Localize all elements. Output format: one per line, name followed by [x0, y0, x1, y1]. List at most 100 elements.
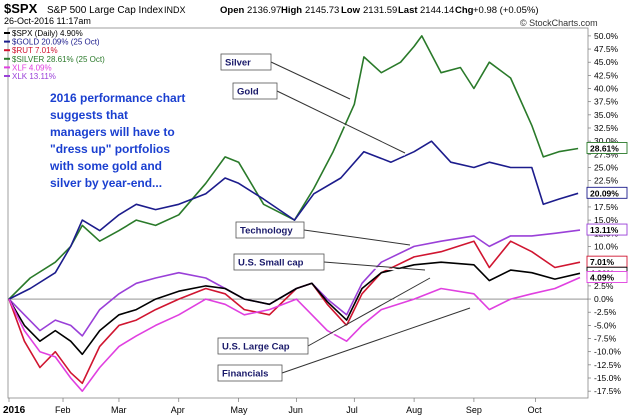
x-tick-label: Feb [55, 405, 71, 415]
y-tick-label: 30.0% [594, 136, 619, 146]
high-label: High [281, 5, 302, 16]
end-label: 28.61% [590, 143, 619, 153]
callout-label: U.S. Large Cap [222, 342, 290, 353]
end-label: 13.11% [590, 225, 619, 235]
y-tick-label: 25.0% [594, 162, 619, 172]
annotation-line: suggests that [50, 108, 128, 122]
x-tick-label: Oct [528, 405, 543, 415]
callout-box [220, 53, 272, 71]
x-tick-label: Jul [346, 405, 358, 415]
y-axis: -17.5% -15.0% -12.5% -10.0% -7.5% -5.0% -2.5% 0… [588, 31, 621, 396]
y-tick-label: 32.5% [594, 123, 619, 133]
callout-pointer [270, 61, 351, 100]
high-value: 2145.73 [305, 5, 339, 16]
callout-box [217, 364, 283, 382]
y-tick-label: 17.5% [594, 202, 619, 212]
legend: $SPX (Daily) 4.90%$GOLD 20.09% (25 Oct) $… [4, 29, 105, 81]
series-line-spx [8, 261, 581, 356]
last-value: 2144.14 [420, 5, 454, 16]
x-tick-label: 2016 [3, 405, 26, 416]
y-tick-label: 37.5% [594, 97, 619, 107]
y-tick-label: -10.0% [594, 347, 621, 357]
y-tick-label: 27.5% [594, 149, 619, 159]
open-value: 2136.97 [247, 5, 281, 16]
callout-label: Technology [240, 226, 293, 237]
series-line-rut [8, 240, 581, 385]
x-tick-label: Sep [466, 405, 482, 415]
legend-entry: $GOLD 20.09% (25 Oct) [12, 38, 100, 47]
end-label: 7.01% [590, 257, 615, 267]
y-tick-label: 0.0% [594, 294, 614, 304]
open-label: Open [220, 5, 244, 16]
legend-entry: XLK 13.11% [12, 72, 56, 81]
series-line-xlf [8, 276, 581, 393]
chart-exchange: INDX [164, 5, 186, 15]
series-layer [8, 35, 581, 393]
series-line-xlk [8, 229, 581, 337]
end-label-box [586, 223, 628, 236]
callout-pointer-shadow [323, 263, 426, 273]
legend-entry: XLF 4.09% [12, 63, 52, 72]
y-tick-label: 15.0% [594, 215, 619, 225]
end-labels: 28.61%20.09%13.11%7.01%4.90%4.09% [586, 142, 628, 283]
y-tick-label: 47.5% [594, 44, 619, 54]
plot-frame [7, 27, 589, 399]
low-label: Low [341, 5, 361, 16]
annotation-line: "dress up" portfolios [50, 142, 170, 156]
legend-entry: $SPX (Daily) 4.90% [12, 29, 83, 38]
x-tick-label: Jun [288, 405, 303, 415]
end-label-box [586, 186, 628, 199]
change-label: Chg [455, 5, 474, 16]
end-label-box [586, 142, 628, 154]
callout-label: Financials [222, 369, 268, 380]
y-tick-label: 10.0% [594, 241, 619, 251]
callout-pointer [323, 261, 426, 271]
callout-label: Silver [225, 58, 251, 69]
x-tick-label: Mar [111, 405, 127, 415]
x-tick-label: May [231, 405, 249, 415]
x-tick-label: Aug [406, 405, 422, 415]
y-tick-label: 35.0% [594, 110, 619, 120]
callout-box [232, 82, 278, 100]
legend-entry: $SILVER 28.61% (25 Oct) [12, 55, 105, 64]
y-tick-label: 22.5% [594, 176, 619, 186]
annotation-line: with some gold and [49, 159, 162, 173]
y-tick-label: 42.5% [594, 70, 619, 80]
callout-pointer-shadow [303, 231, 411, 248]
low-value: 2131.59 [363, 5, 397, 16]
series-line-gold [8, 140, 579, 300]
callout-box [233, 253, 325, 271]
y-tick-label: 40.0% [594, 84, 619, 94]
callout-label: U.S. Small cap [238, 258, 304, 269]
y-tick-label: -17.5% [594, 386, 621, 396]
chart-index-name: S&P 500 Large Cap Index [47, 5, 163, 16]
callout-box [217, 337, 309, 355]
y-tick-label: -12.5% [594, 360, 621, 370]
x-axis: 2016 Feb Mar Apr May Jun Jul Aug Sep Oct [3, 398, 542, 416]
y-tick-label: -15.0% [594, 373, 621, 383]
last-label: Last [398, 5, 418, 16]
callout-pointer-shadow [276, 92, 406, 156]
y-tick-label: -5.0% [594, 320, 617, 330]
callout-pointer-shadow [270, 63, 351, 102]
callout-lines [270, 61, 471, 376]
end-label: 4.09% [590, 273, 615, 283]
change-value: +0.98 (+0.05%) [473, 5, 539, 16]
annotation-line: 2016 performance chart [50, 91, 185, 105]
chart-symbol: $SPX [4, 1, 38, 16]
annotation-text: 2016 performance chart suggests that manag… [49, 91, 185, 190]
callout-boxes: Silver Gold Technology U.S. Small cap U.S. L… [217, 53, 325, 382]
callout-pointer [276, 90, 406, 154]
callout-label: Gold [237, 87, 259, 98]
callout-pointer [303, 229, 411, 246]
x-tick-label: Apr [171, 405, 185, 415]
y-tick-label: -7.5% [594, 334, 617, 344]
y-tick-label: 2.5% [594, 281, 614, 291]
series-line-silver [8, 35, 579, 300]
y-tick-label: 50.0% [594, 31, 619, 41]
callout-pointer [307, 277, 431, 347]
callout-pointer-shadow [307, 279, 431, 349]
y-tick-label: 45.0% [594, 57, 619, 67]
end-label: 20.09% [590, 188, 619, 198]
